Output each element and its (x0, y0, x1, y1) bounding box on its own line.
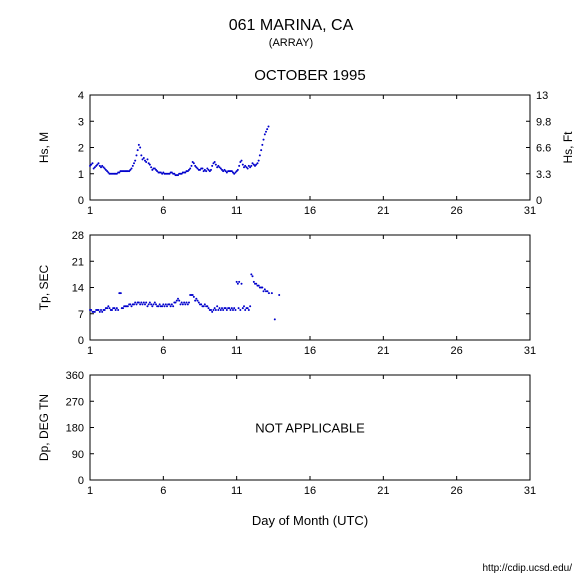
ytick-label-right: 0 (536, 195, 542, 207)
ytick-label: 1 (78, 169, 84, 181)
plot-frame (90, 95, 530, 200)
month-title: OCTOBER 1995 (254, 67, 365, 84)
ytick-label: 21 (72, 256, 84, 268)
xtick-label: 21 (377, 345, 389, 357)
xtick-label: 16 (304, 205, 316, 217)
ytick-label: 7 (78, 309, 84, 321)
xtick-label: 31 (524, 205, 536, 217)
xtick-label: 6 (160, 205, 166, 217)
ytick-label: 14 (72, 283, 84, 295)
data-series (89, 126, 269, 177)
xtick-label: 1 (87, 485, 93, 497)
ytick-label: 180 (66, 423, 84, 435)
ytick-label-right: 13 (536, 90, 548, 102)
ytick-label: 28 (72, 230, 84, 242)
xtick-label: 21 (377, 485, 389, 497)
ytick-label: 2 (78, 143, 84, 155)
data-series (89, 273, 280, 320)
plot-frame (90, 235, 530, 340)
ylabel-right: Hs, Ft (561, 131, 575, 164)
ytick-label-right: 3.3 (536, 169, 551, 181)
station-title: 061 MARINA, CA (229, 17, 354, 34)
ytick-label: 3 (78, 116, 84, 128)
xtick-label: 11 (231, 205, 242, 217)
xtick-label: 26 (451, 485, 463, 497)
xtick-label: 6 (160, 345, 166, 357)
ytick-label: 270 (66, 396, 84, 408)
ytick-label: 4 (78, 90, 84, 102)
station-subtitle: (ARRAY) (269, 37, 313, 49)
ytick-label: 0 (78, 475, 84, 487)
xtick-label: 11 (231, 485, 242, 497)
xtick-label: 31 (524, 485, 536, 497)
ylabel-left: Dp, DEG TN (37, 394, 51, 461)
figure-svg: 061 MARINA, CA(ARRAY)OCTOBER 19951611162… (0, 0, 582, 581)
xaxis-label: Day of Month (UTC) (252, 513, 368, 528)
xtick-label: 6 (160, 485, 166, 497)
ytick-label-right: 6.6 (536, 143, 551, 155)
ytick-label: 90 (72, 449, 84, 461)
xtick-label: 31 (524, 345, 536, 357)
xtick-label: 21 (377, 205, 389, 217)
ylabel-left: Hs, M (37, 132, 51, 163)
ytick-label-right: 9.8 (536, 116, 551, 128)
xtick-label: 26 (451, 205, 463, 217)
ylabel-left: Tp, SEC (37, 265, 51, 311)
xtick-label: 1 (87, 345, 93, 357)
overlay-text: NOT APPLICABLE (255, 421, 365, 436)
xtick-label: 16 (304, 345, 316, 357)
ytick-label: 0 (78, 195, 84, 207)
xtick-label: 26 (451, 345, 463, 357)
ytick-label: 0 (78, 335, 84, 347)
xtick-label: 11 (231, 345, 242, 357)
xtick-label: 16 (304, 485, 316, 497)
xtick-label: 1 (87, 205, 93, 217)
ytick-label: 360 (66, 370, 84, 382)
credit-url: http://cdip.ucsd.edu/ (482, 563, 572, 574)
